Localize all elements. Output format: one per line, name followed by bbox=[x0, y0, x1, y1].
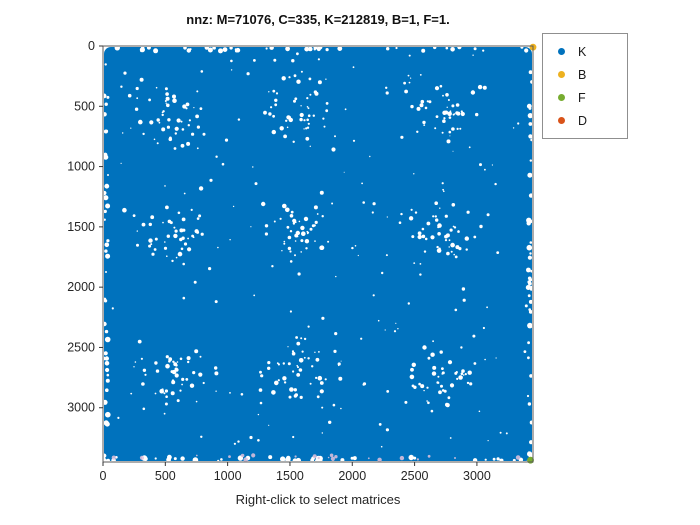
bottom-edge-speckle bbox=[111, 453, 521, 463]
matrix-K-sparsity-region[interactable] bbox=[104, 47, 532, 461]
y-tick-label: 2500 bbox=[67, 340, 95, 354]
x-tick-label: 2500 bbox=[401, 469, 429, 483]
k-series-marker-icon bbox=[558, 48, 565, 55]
x-tick-label: 2000 bbox=[338, 469, 366, 483]
legend-item-K[interactable]: K bbox=[543, 40, 627, 63]
axes-box bbox=[102, 45, 534, 463]
x-tick-label: 3000 bbox=[463, 469, 491, 483]
tick-labels: 0 500 1000 1500 2000 2500 3000 0 500 1000 1500 2000… bbox=[67, 39, 491, 483]
y-tick-label: 1500 bbox=[67, 220, 95, 234]
d-series-marker-icon bbox=[558, 117, 565, 124]
x-tick-label: 1000 bbox=[214, 469, 242, 483]
legend-label: B bbox=[578, 67, 587, 82]
f-series-marker-icon bbox=[558, 94, 565, 101]
x-tick-label: 1500 bbox=[276, 469, 304, 483]
x-tick-label: 500 bbox=[155, 469, 176, 483]
b-series-marker-icon bbox=[558, 71, 565, 78]
legend-label: D bbox=[578, 113, 588, 128]
y-tick-label: 0 bbox=[88, 39, 95, 53]
tick-marks bbox=[99, 45, 478, 466]
legend-label: K bbox=[578, 44, 587, 59]
legend-item-F[interactable]: F bbox=[543, 86, 627, 109]
sparsity-speckle-texture bbox=[101, 45, 535, 464]
y-tick-label: 2000 bbox=[67, 280, 95, 294]
x-tick-label: 0 bbox=[100, 469, 107, 483]
legend-label: F bbox=[578, 90, 586, 105]
x-axis-label: Right-click to select matrices bbox=[235, 492, 401, 507]
legend-item-D[interactable]: D bbox=[543, 109, 627, 132]
legend-item-B[interactable]: B bbox=[543, 63, 627, 86]
y-tick-label: 3000 bbox=[67, 401, 95, 415]
y-tick-label: 1000 bbox=[67, 160, 95, 174]
y-tick-label: 500 bbox=[74, 99, 95, 113]
chart-title: nnz: M=71076, C=335, K=212819, B=1, F=1. bbox=[186, 12, 450, 27]
